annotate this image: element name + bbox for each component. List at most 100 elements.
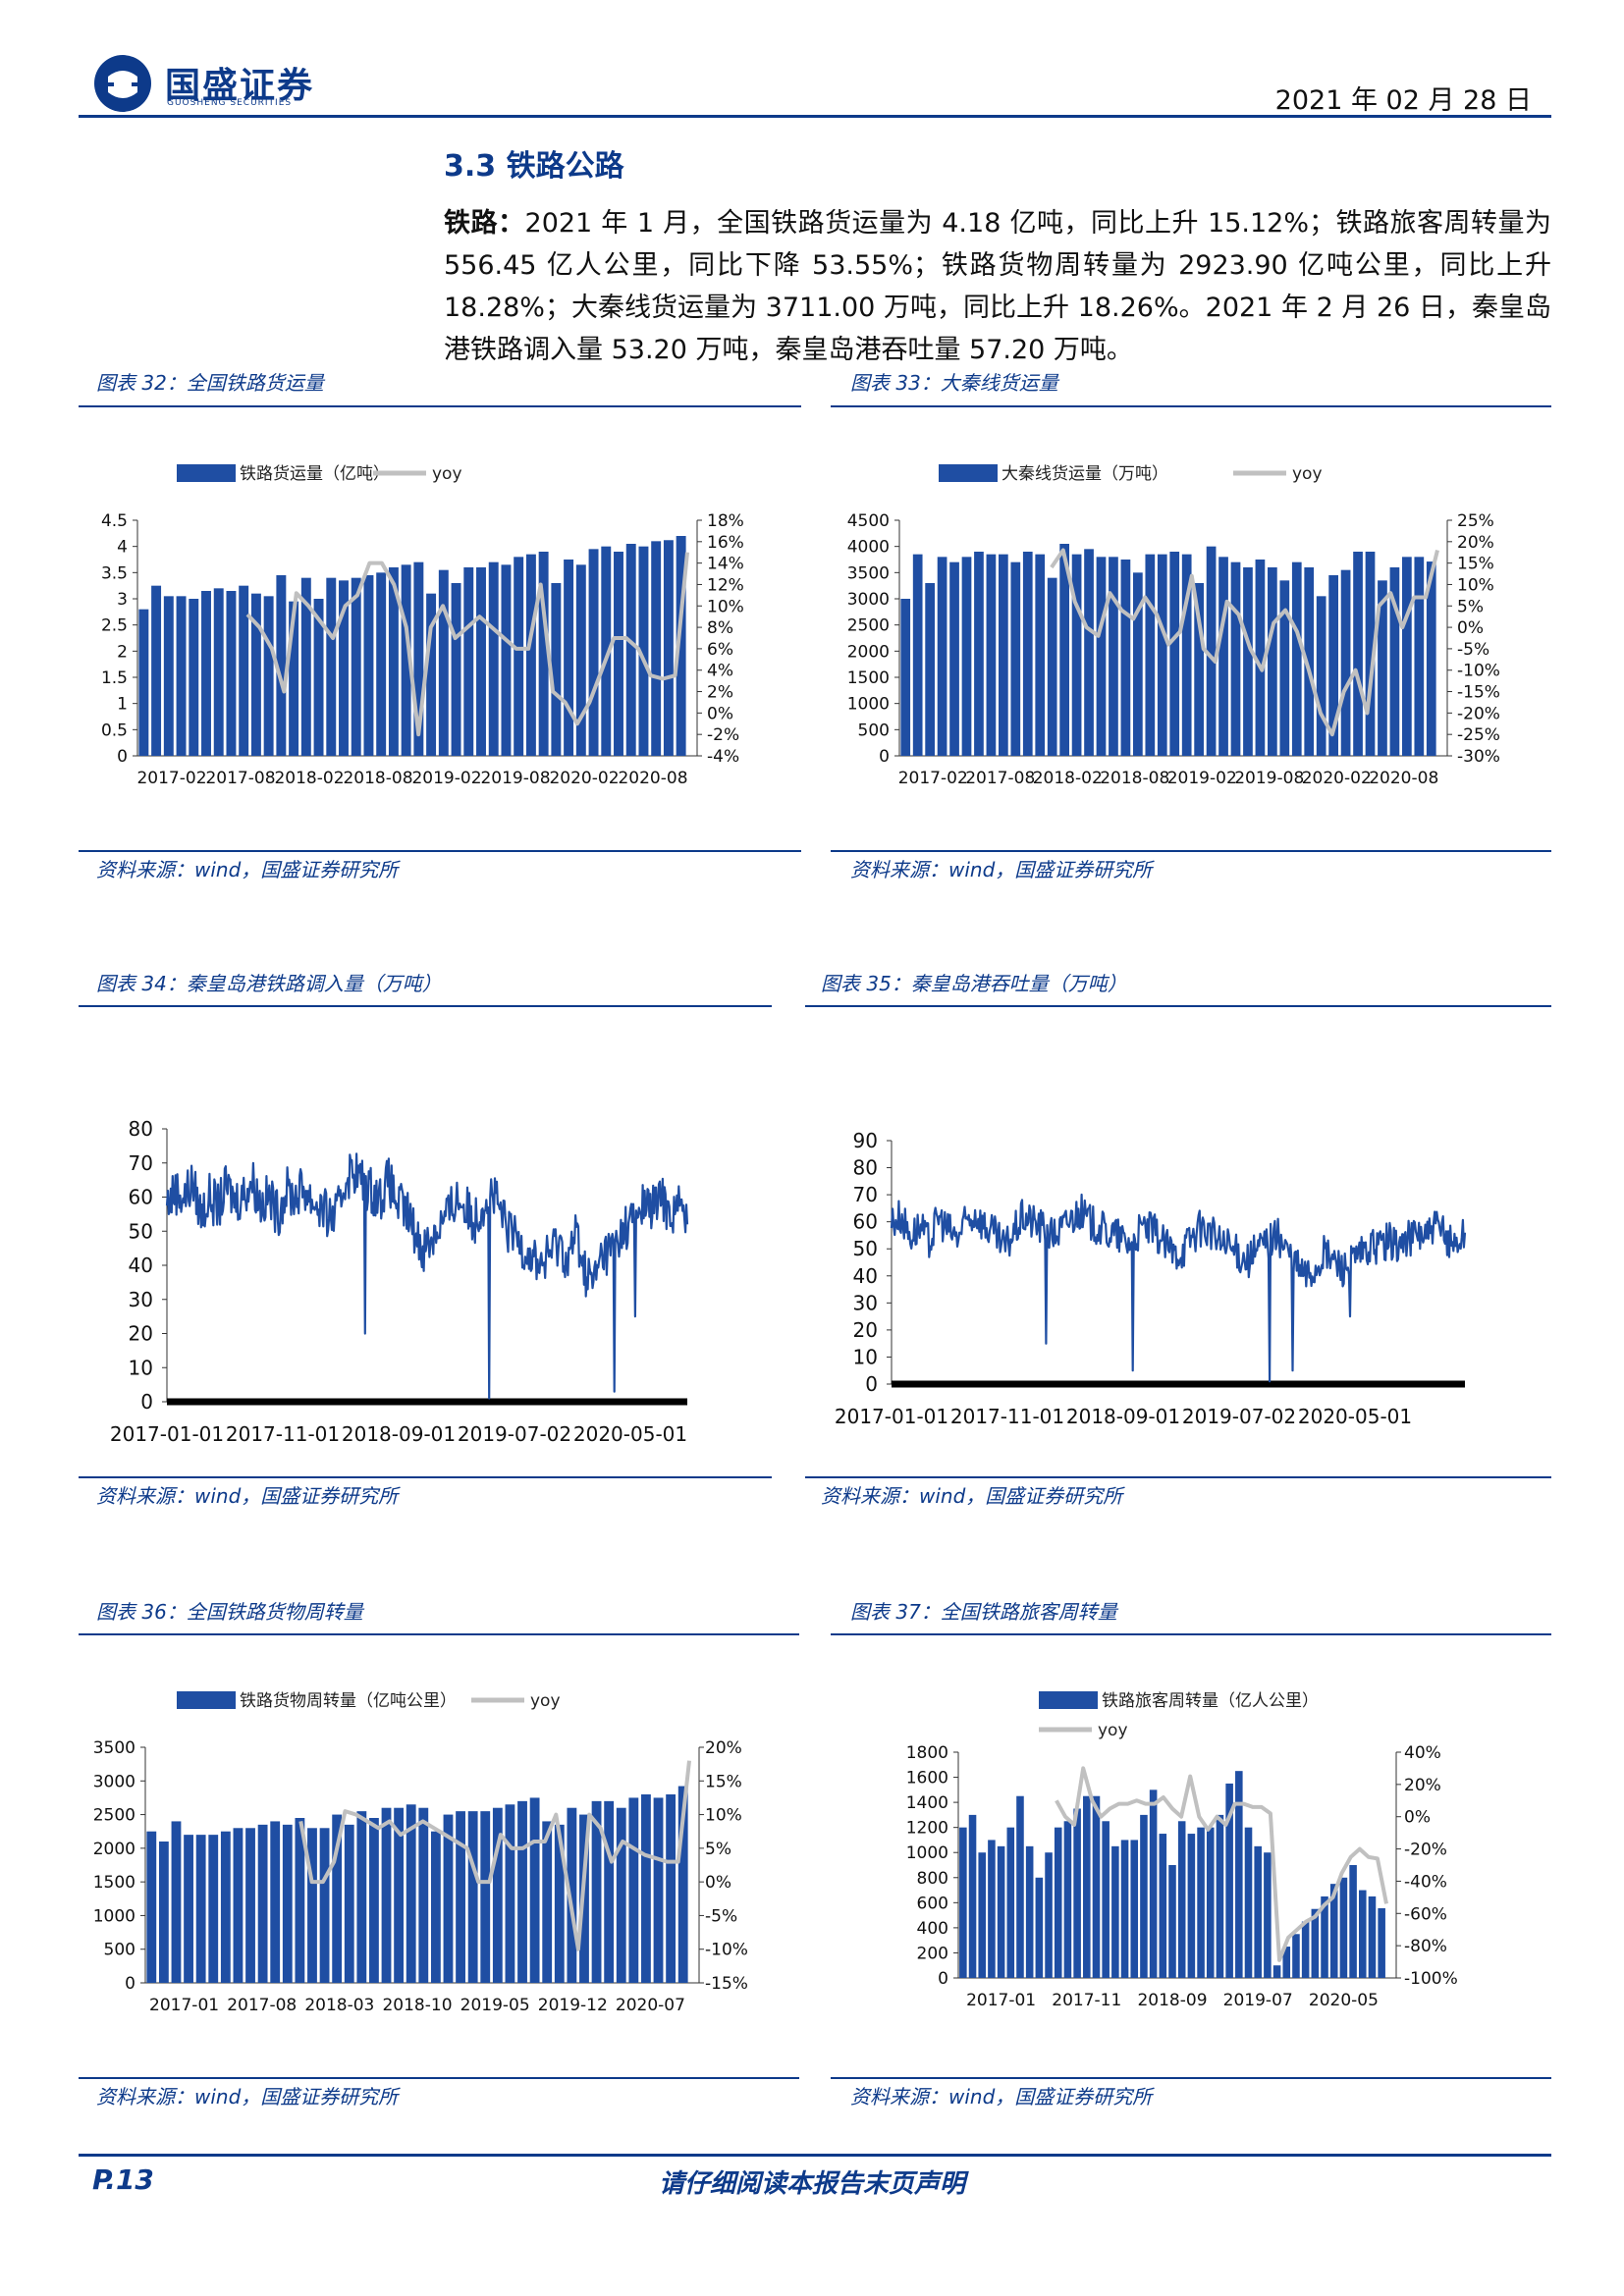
y2-tick-label: 4%	[707, 662, 733, 681]
bar	[151, 585, 162, 756]
bar	[492, 1807, 503, 1983]
x-tick-label: 2018-02	[1033, 769, 1103, 788]
bar	[1035, 554, 1046, 756]
bar	[1254, 1845, 1262, 1978]
bar	[488, 561, 499, 756]
bar	[1133, 572, 1143, 756]
bar	[1353, 552, 1363, 756]
bar	[505, 1804, 515, 1983]
y-tick-label: 600	[917, 1894, 948, 1913]
bar	[997, 1845, 1005, 1978]
yoy-line	[245, 552, 689, 737]
x-tick-label: 2018-08	[1100, 769, 1169, 788]
bar	[1016, 1795, 1024, 1978]
bar	[158, 1842, 169, 1983]
y-tick-label: 10	[129, 1356, 153, 1379]
bar	[401, 564, 411, 756]
bar	[476, 567, 486, 756]
y2-tick-label: 5%	[1457, 597, 1484, 616]
bar	[1225, 1783, 1233, 1978]
bar	[1111, 1845, 1119, 1978]
bar	[663, 540, 674, 756]
bar	[344, 1824, 354, 1983]
bar	[1311, 1908, 1320, 1978]
bar	[195, 1835, 206, 1983]
bar	[1054, 1827, 1062, 1978]
x-tick-label: 2018-09	[1137, 1991, 1207, 2010]
bar	[319, 1828, 330, 1983]
header-rule	[79, 115, 1551, 118]
bar	[443, 1814, 454, 1983]
bar	[1340, 569, 1351, 756]
y2-tick-label: 0%	[705, 1873, 731, 1893]
bar	[406, 1804, 416, 1983]
bar	[1159, 1834, 1167, 1978]
series-line	[165, 1152, 689, 1400]
y2-tick-label: 0%	[707, 704, 733, 723]
bar	[369, 1818, 379, 1983]
x-tick-label: 2019-02	[1167, 769, 1237, 788]
bar	[628, 1797, 639, 1983]
bar	[176, 596, 187, 756]
y-tick-label: 0	[879, 747, 890, 767]
y2-tick-label: -100%	[1404, 1969, 1458, 1989]
x-tick-label: 2017-08	[205, 769, 275, 788]
x-tick-label: 2020-08	[618, 769, 687, 788]
bar	[949, 561, 959, 756]
bar	[376, 572, 387, 756]
paragraph-body: 2021 年 1 月，全国铁路货运量为 4.18 亿吨，同比上升 15.12%；…	[444, 208, 1552, 365]
legend-label-bars: 铁路货物周转量（亿吨公里）	[240, 1691, 457, 1711]
y2-tick-label: 16%	[707, 533, 744, 553]
bar	[974, 552, 984, 756]
bar	[542, 1821, 553, 1983]
bar	[1109, 557, 1118, 756]
bar	[394, 1807, 405, 1983]
y2-tick-label: 12%	[707, 575, 744, 595]
bar	[1230, 561, 1241, 756]
y-tick-label: 2000	[847, 642, 890, 662]
figure-36-source-rule	[79, 2077, 799, 2079]
x-tick-label: 2018-08	[343, 769, 412, 788]
bar	[233, 1828, 244, 1983]
y2-tick-label: 5%	[705, 1840, 731, 1859]
bar	[363, 575, 374, 756]
bar	[529, 1797, 540, 1983]
bar	[925, 583, 935, 756]
bar	[1282, 1947, 1291, 1978]
bar	[666, 1794, 677, 1983]
bar	[1187, 1834, 1196, 1978]
y-tick-label: 3000	[93, 1772, 135, 1791]
bar	[961, 557, 972, 756]
bar	[1197, 1827, 1205, 1978]
bar	[1378, 580, 1387, 756]
x-tick-label: 2020-08	[1369, 769, 1438, 788]
logo-text: 国盛证券	[165, 66, 315, 106]
y2-tick-label: -25%	[1457, 725, 1500, 745]
bar	[1206, 546, 1217, 756]
x-tick-label: 2017-01-01	[835, 1405, 948, 1428]
y2-tick-label: 20%	[705, 1738, 742, 1758]
bar	[1059, 544, 1069, 756]
figure-32-rule	[79, 405, 801, 407]
bar	[1194, 583, 1204, 756]
bar	[677, 1786, 688, 1983]
y-tick-label: 3.5	[101, 563, 128, 583]
bar	[1045, 1852, 1053, 1978]
y2-tick-label: 14%	[707, 555, 744, 574]
y2-tick-label: 10%	[707, 597, 744, 616]
bar	[1140, 1814, 1148, 1978]
bar	[300, 577, 311, 756]
bar	[1328, 575, 1338, 756]
x-tick-label: 2018-10	[382, 1996, 452, 2015]
y-tick-label: 0	[117, 747, 128, 767]
y-tick-label: 90	[853, 1129, 878, 1152]
logo-icon	[94, 55, 151, 112]
bar	[289, 601, 299, 756]
y-tick-label: 2500	[847, 616, 890, 636]
bar	[1291, 561, 1302, 756]
x-tick-label: 2019-07	[1223, 1991, 1293, 2010]
bar	[1073, 1808, 1081, 1978]
y-tick-label: 0	[938, 1969, 948, 1989]
bar	[1084, 549, 1094, 756]
x-tick-label: 2018-03	[304, 1996, 374, 2015]
